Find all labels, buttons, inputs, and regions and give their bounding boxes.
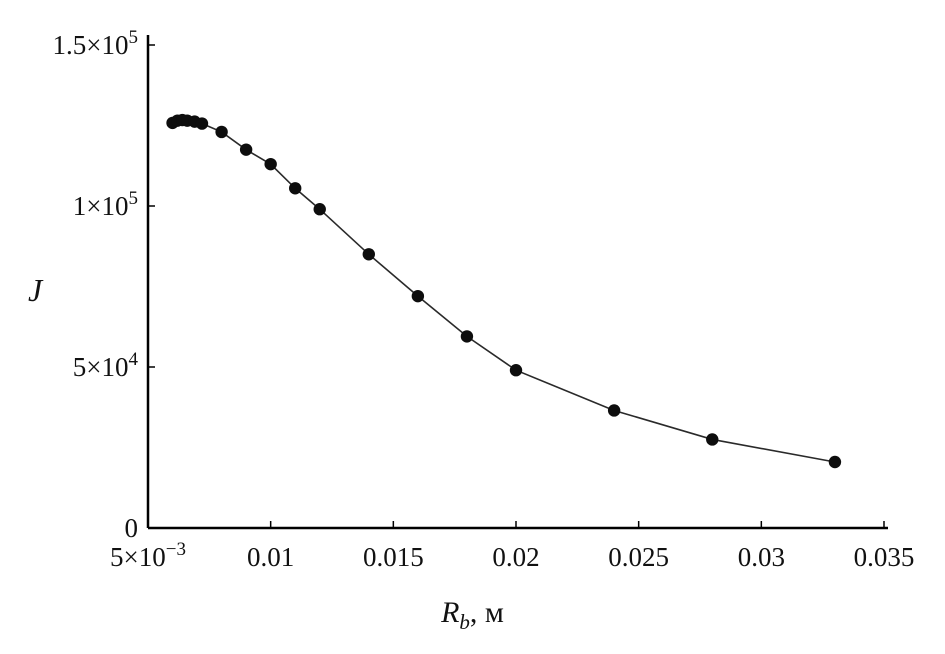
x-tick-label: 0.035: [854, 542, 915, 572]
data-point-marker: [289, 182, 302, 195]
data-point-marker: [215, 125, 228, 139]
data-point-marker: [706, 433, 719, 446]
x-tick-label: 0.03: [738, 542, 785, 572]
data-point-marker: [607, 404, 621, 417]
x-axis-title-subscript: b: [459, 610, 470, 634]
y-tick-label: 0: [125, 513, 139, 543]
data-point-marker: [313, 203, 326, 216]
data-point-marker: [411, 289, 425, 303]
y-tick-label: 5×104: [73, 349, 139, 382]
x-axis-title-variable: R: [441, 596, 460, 629]
data-point-marker: [264, 157, 277, 171]
x-axis-title: Rb, м: [0, 596, 945, 635]
x-tick-label: 5×10−3: [110, 539, 186, 572]
x-axis-title-unit: , м: [469, 596, 504, 629]
x-tick-label: 0.01: [247, 542, 294, 572]
x-tick-label: 0.025: [608, 542, 669, 572]
data-point-marker: [362, 248, 375, 261]
data-point-marker: [239, 143, 253, 156]
x-tick-label: 0.015: [363, 542, 424, 572]
x-tick-label: 0.02: [492, 542, 539, 572]
data-point-marker: [195, 117, 209, 130]
data-point-marker: [828, 455, 842, 469]
data-point-marker: [509, 364, 523, 377]
data-point-marker: [460, 330, 474, 343]
y-tick-label: 1.5×105: [53, 27, 138, 60]
y-axis-title: J: [28, 272, 43, 308]
data-series-line: [172, 119, 836, 463]
y-tick-label: 1×105: [73, 188, 138, 221]
